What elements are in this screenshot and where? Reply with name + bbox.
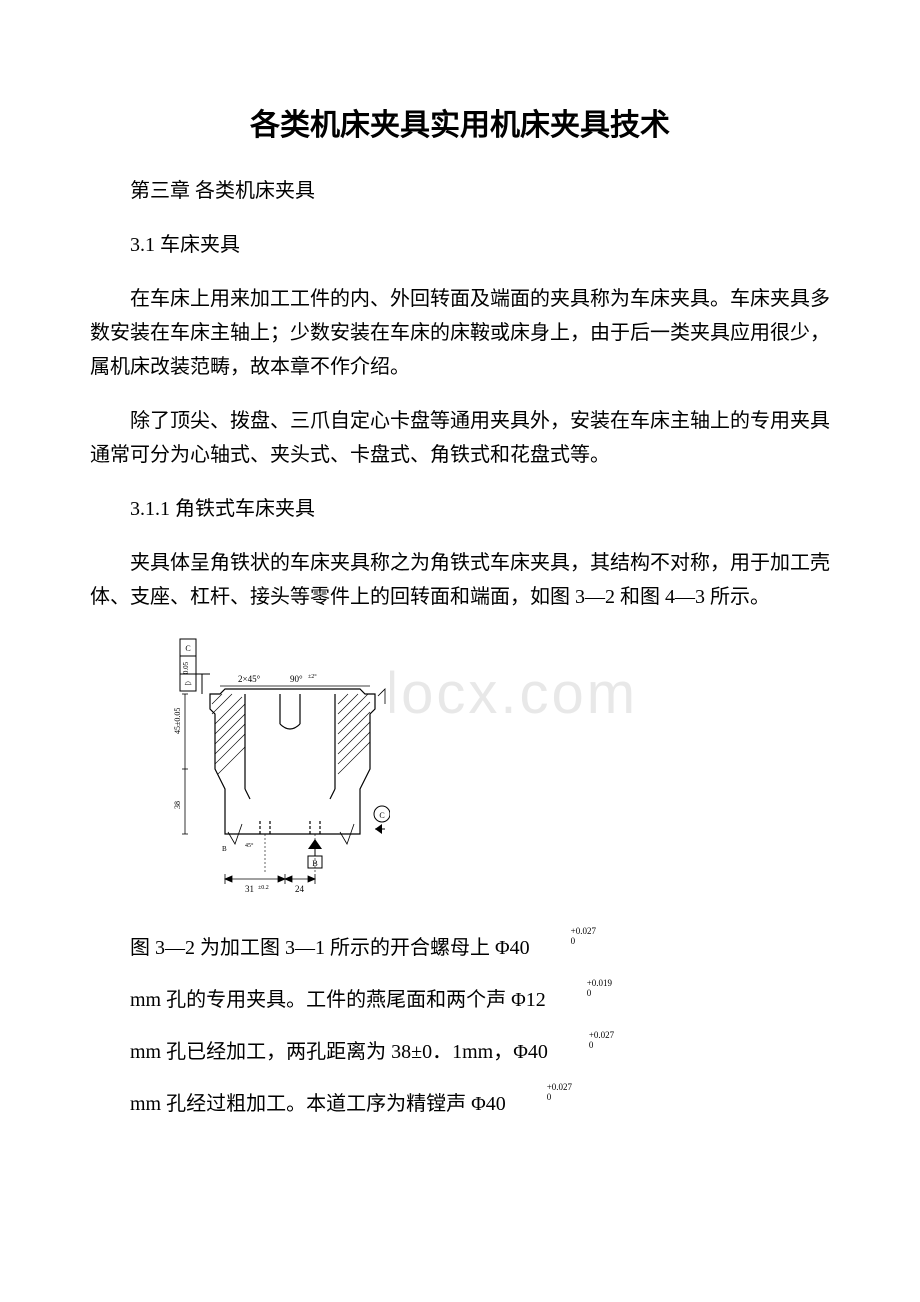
tolerance-40-3: +0.0270 xyxy=(507,1083,572,1103)
technical-drawing-figure: C 0.05 ⌓ 2×45° 90° ±2° xyxy=(150,634,830,909)
formula-line-2: mm 孔的专用夹具。工件的燕尾面和两个声 Φ12+0.0190 xyxy=(90,981,830,1019)
svg-text:0.05: 0.05 xyxy=(182,661,190,674)
formula-line-1: 图 3—2 为加工图 3—1 所示的开合螺母上 Φ40+0.0270 xyxy=(90,929,830,967)
svg-text:±2°: ±2° xyxy=(308,673,317,680)
tolerance-40-2: +0.0270 xyxy=(549,1031,614,1051)
section-3-1-1-heading: 3.1.1 角铁式车床夹具 xyxy=(90,492,830,526)
svg-text:24: 24 xyxy=(295,884,305,894)
svg-text:C: C xyxy=(185,644,190,653)
svg-text:B: B xyxy=(222,845,227,853)
svg-text:C: C xyxy=(379,811,384,820)
svg-text:45±0.05: 45±0.05 xyxy=(173,708,182,734)
paragraph-2: 除了顶尖、拨盘、三爪自定心卡盘等通用夹具外，安装在车床主轴上的专用夹具通常可分为… xyxy=(90,404,830,472)
section-3-1-heading: 3.1 车床夹具 xyxy=(90,228,830,262)
tolerance-40-1: +0.0270 xyxy=(531,927,596,947)
svg-text:90°: 90° xyxy=(290,674,303,684)
formula-line-3: mm 孔已经加工，两孔距离为 38±0．1mm，Φ40+0.0270 xyxy=(90,1033,830,1071)
chapter-heading: 第三章 各类机床夹具 xyxy=(90,174,830,208)
svg-text:2×45°: 2×45° xyxy=(238,674,261,684)
svg-text:38: 38 xyxy=(173,801,182,809)
svg-text:45°: 45° xyxy=(245,842,254,849)
svg-text:⌓: ⌓ xyxy=(184,677,191,687)
svg-text:±0.2: ±0.2 xyxy=(258,885,269,891)
document-title: 各类机床夹具实用机床夹具技术 xyxy=(90,100,830,144)
formula-line-4: mm 孔经过粗加工。本道工序为精镗声 Φ40+0.0270 xyxy=(90,1085,830,1123)
paragraph-3: 夹具体呈角铁状的车床夹具称之为角铁式车床夹具，其结构不对称，用于加工壳体、支座、… xyxy=(90,546,830,614)
technical-drawing-svg: C 0.05 ⌓ 2×45° 90° ±2° xyxy=(150,634,390,904)
paragraph-1: 在车床上用来加工工件的内、外回转面及端面的夹具称为车床夹具。车床夹具多数安装在车… xyxy=(90,282,830,384)
tolerance-12-1: +0.0190 xyxy=(547,979,612,999)
svg-text:31: 31 xyxy=(245,884,254,894)
